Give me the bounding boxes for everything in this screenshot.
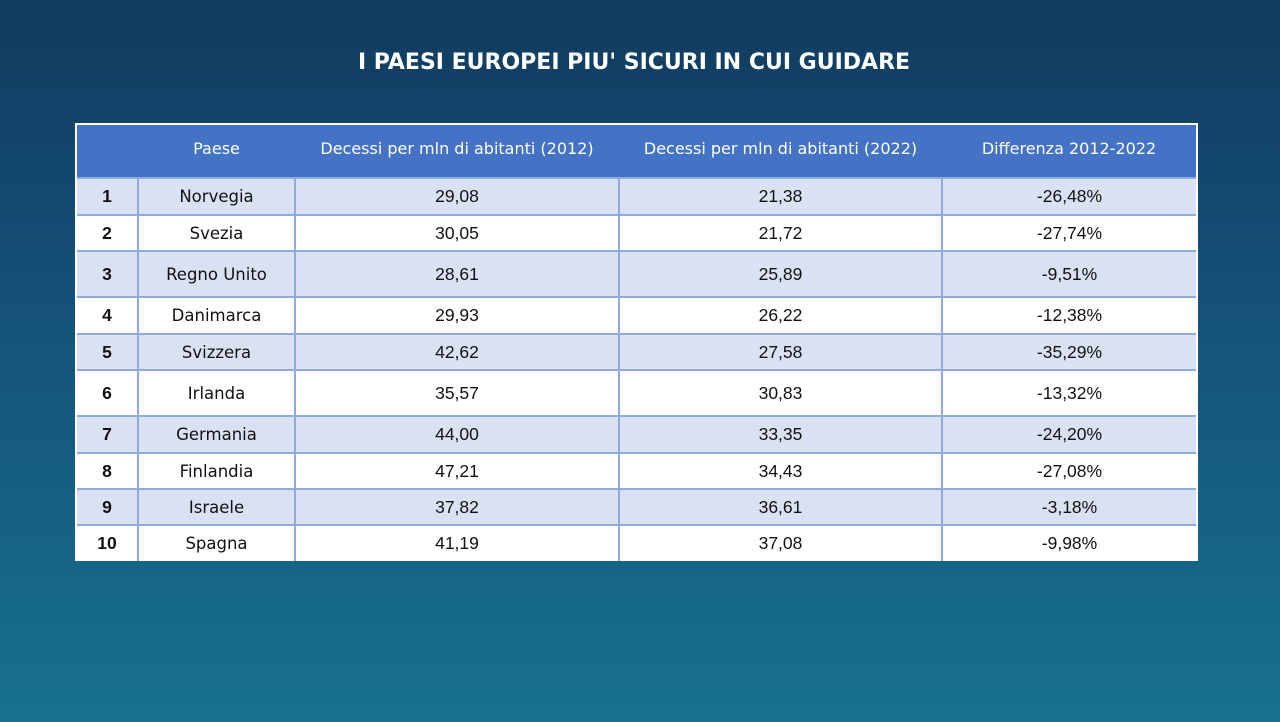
difference-cell: -13,32%	[941, 369, 1196, 417]
deaths-2012-cell: 44,00	[294, 415, 620, 454]
difference-cell: -12,38%	[941, 296, 1196, 335]
difference-cell: -27,08%	[941, 452, 1196, 490]
difference-cell: -27,74%	[941, 214, 1196, 252]
table-row: 7 Germania 44,00 33,35 -24,20%	[77, 415, 1196, 454]
deaths-2022-cell: 37,08	[618, 524, 943, 561]
deaths-2022-cell: 27,58	[618, 333, 943, 371]
rank-cell: 1	[77, 177, 139, 216]
country-cell: Finlandia	[137, 452, 296, 490]
table-row: 10 Spagna 41,19 37,08 -9,98%	[77, 524, 1196, 561]
rank-cell: 2	[77, 214, 139, 252]
table-row: 3 Regno Unito 28,61 25,89 -9,51%	[77, 250, 1196, 298]
country-cell: Danimarca	[137, 296, 296, 335]
rank-cell: 6	[77, 369, 139, 417]
deaths-2012-cell: 28,61	[294, 250, 620, 298]
difference-cell: -9,98%	[941, 524, 1196, 561]
rank-cell: 5	[77, 333, 139, 371]
country-cell: Irlanda	[137, 369, 296, 417]
country-cell: Israele	[137, 488, 296, 526]
rank-cell: 9	[77, 488, 139, 526]
deaths-2012-cell: 37,82	[294, 488, 620, 526]
table-row: 8 Finlandia 47,21 34,43 -27,08%	[77, 452, 1196, 490]
deaths-2022-cell: 30,83	[618, 369, 943, 417]
table-row: 1 Norvegia 29,08 21,38 -26,48%	[77, 177, 1196, 216]
header-deaths-2022: Decessi per mln di abitanti (2022)	[619, 125, 942, 178]
deaths-2012-cell: 29,93	[294, 296, 620, 335]
deaths-2022-cell: 33,35	[618, 415, 943, 454]
rank-cell: 10	[77, 524, 139, 561]
difference-cell: -26,48%	[941, 177, 1196, 216]
difference-cell: -3,18%	[941, 488, 1196, 526]
table-row: 4 Danimarca 29,93 26,22 -12,38%	[77, 296, 1196, 335]
deaths-2012-cell: 47,21	[294, 452, 620, 490]
table-row: 5 Svizzera 42,62 27,58 -35,29%	[77, 333, 1196, 371]
deaths-2012-cell: 30,05	[294, 214, 620, 252]
deaths-2022-cell: 26,22	[618, 296, 943, 335]
header-rank	[77, 125, 138, 178]
rank-cell: 3	[77, 250, 139, 298]
table-row: 9 Israele 37,82 36,61 -3,18%	[77, 488, 1196, 526]
table-header: Paese Decessi per mln di abitanti (2012)…	[77, 125, 1196, 178]
table-row: 2 Svezia 30,05 21,72 -27,74%	[77, 214, 1196, 252]
header-difference: Differenza 2012-2022	[942, 125, 1196, 178]
country-cell: Svezia	[137, 214, 296, 252]
country-cell: Regno Unito	[137, 250, 296, 298]
difference-cell: -9,51%	[941, 250, 1196, 298]
ranking-table: Paese Decessi per mln di abitanti (2012)…	[77, 125, 1196, 561]
header-country: Paese	[138, 125, 295, 178]
deaths-2012-cell: 41,19	[294, 524, 620, 561]
deaths-2022-cell: 34,43	[618, 452, 943, 490]
country-cell: Norvegia	[137, 177, 296, 216]
deaths-2012-cell: 29,08	[294, 177, 620, 216]
difference-cell: -24,20%	[941, 415, 1196, 454]
header-row: Paese Decessi per mln di abitanti (2012)…	[77, 125, 1196, 178]
rank-cell: 7	[77, 415, 139, 454]
country-cell: Svizzera	[137, 333, 296, 371]
header-deaths-2012: Decessi per mln di abitanti (2012)	[295, 125, 619, 178]
chart-title: I PAESI EUROPEI PIU' SICURI IN CUI GUIDA…	[357, 50, 911, 75]
deaths-2022-cell: 25,89	[618, 250, 943, 298]
country-cell: Germania	[137, 415, 296, 454]
deaths-2012-cell: 35,57	[294, 369, 620, 417]
deaths-2022-cell: 21,72	[618, 214, 943, 252]
country-cell: Spagna	[137, 524, 296, 561]
ranking-table-frame: Paese Decessi per mln di abitanti (2012)…	[75, 123, 1198, 561]
table-body: 1 Norvegia 29,08 21,38 -26,48% 2 Svezia 30,05 21…	[77, 177, 1196, 561]
table-row: 6 Irlanda 35,57 30,83 -13,32%	[77, 369, 1196, 417]
rank-cell: 8	[77, 452, 139, 490]
rank-cell: 4	[77, 296, 139, 335]
deaths-2022-cell: 21,38	[618, 177, 943, 216]
difference-cell: -35,29%	[941, 333, 1196, 371]
deaths-2022-cell: 36,61	[618, 488, 943, 526]
deaths-2012-cell: 42,62	[294, 333, 620, 371]
